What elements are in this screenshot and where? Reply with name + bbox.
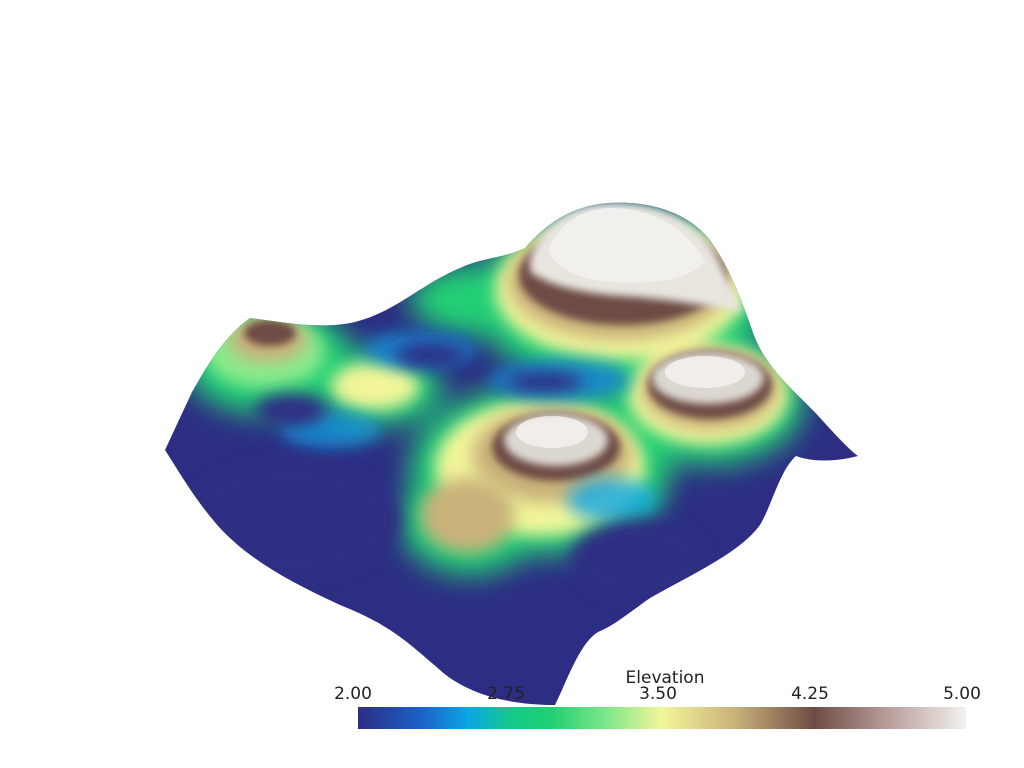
colorbar-tick-label: 4.25 <box>791 684 829 704</box>
colorbar-title: Elevation <box>625 668 705 688</box>
colorbar-tick-label: 5.00 <box>943 684 981 704</box>
colorbar-tick-label: 2.75 <box>487 684 525 704</box>
colorbar-tick-label: 3.50 <box>639 684 677 704</box>
colorbar-tick-label: 2.00 <box>334 684 372 704</box>
colorbar-gradient <box>358 707 966 729</box>
